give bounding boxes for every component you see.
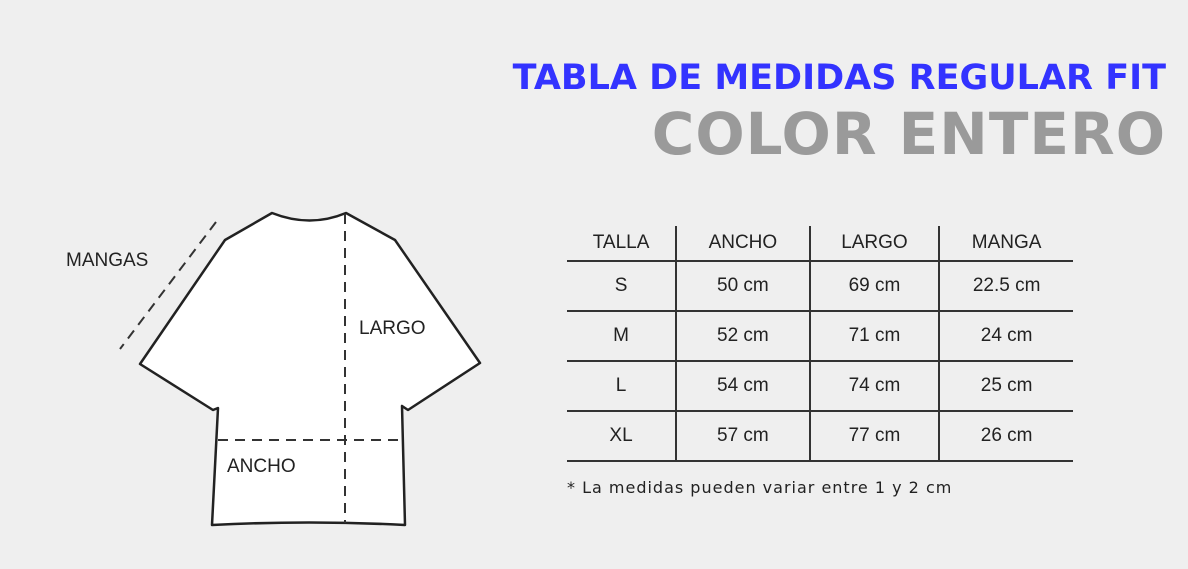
shirt-diagram [119, 211, 482, 527]
header-talla: TALLA [592, 232, 650, 253]
cell-talla: XL [609, 425, 633, 446]
cell-talla: M [613, 325, 629, 346]
mangas-label: MANGAS [66, 250, 149, 271]
cell-ancho: 54 cm [675, 361, 810, 411]
cell-largo: 77 cm [808, 411, 940, 461]
cell-talla: S [614, 275, 628, 296]
cell-talla: L [615, 375, 627, 396]
cell-largo: 69 cm [808, 261, 940, 311]
table-row: S 50 cm 69 cm 22.5 cm [567, 261, 1073, 311]
cell-manga: 25 cm [938, 361, 1073, 411]
cell-largo: 71 cm [808, 311, 940, 361]
header-manga: MANGA [938, 226, 1073, 261]
footnote: * La medidas pueden variar entre 1 y 2 c… [567, 478, 953, 497]
table-row: M 52 cm 71 cm 24 cm [567, 311, 1073, 361]
table-row: XL 57 cm 77 cm 26 cm [567, 411, 1073, 461]
cell-manga: 22.5 cm [938, 261, 1073, 311]
cell-ancho: 57 cm [675, 411, 810, 461]
cell-manga: 24 cm [938, 311, 1073, 361]
cell-ancho: 50 cm [675, 261, 810, 311]
mangas-dashed-line [119, 221, 217, 350]
page-title: TABLA DE MEDIDAS REGULAR FIT [512, 58, 1166, 98]
cell-ancho: 52 cm [675, 311, 810, 361]
ancho-label: ANCHO [227, 456, 296, 477]
cell-largo: 74 cm [808, 361, 940, 411]
cell-manga: 26 cm [938, 411, 1073, 461]
table-header-row: TALLA ANCHO LARGO MANGA [567, 226, 1073, 261]
page-subtitle: COLOR ENTERO [651, 100, 1166, 168]
largo-label: LARGO [359, 318, 426, 339]
header-largo: LARGO [808, 226, 940, 261]
table-row: L 54 cm 74 cm 25 cm [567, 361, 1073, 411]
header-ancho: ANCHO [675, 226, 810, 261]
size-table: TALLA ANCHO LARGO MANGA S 50 cm 69 cm 22… [567, 226, 1073, 462]
shirt-outline [138, 211, 482, 527]
